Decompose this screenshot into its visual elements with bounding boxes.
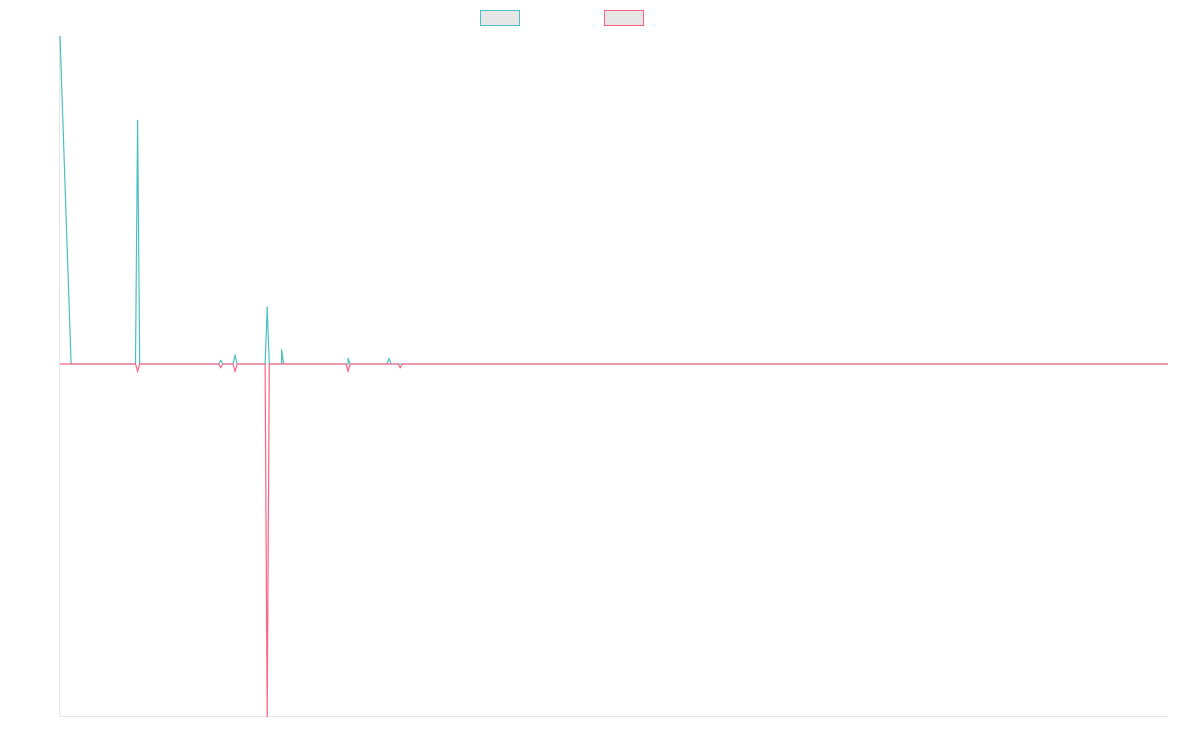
legend-swatch-series-2 [604, 9, 644, 26]
series-1-point-6[interactable] [347, 357, 349, 360]
legend-item-series-1[interactable] [480, 9, 520, 26]
legend [0, 9, 1200, 27]
series-1-point-2[interactable] [219, 359, 222, 362]
series-1-point-3[interactable] [234, 354, 236, 357]
series-1-point-4[interactable] [266, 306, 269, 309]
series-1-line [59, 35, 1168, 365]
series-layer [59, 35, 1168, 717]
series-2-point-3[interactable] [234, 370, 236, 372]
legend-item-series-2[interactable] [604, 9, 644, 26]
series-2-point-5[interactable] [347, 370, 349, 372]
series-2-point-4[interactable] [266, 715, 269, 717]
series-1-point-5[interactable] [280, 349, 283, 351]
series-2-line [60, 363, 1168, 717]
series-1-point-7[interactable] [388, 357, 390, 360]
series-2-point-1[interactable] [136, 370, 139, 372]
series-2-point-2[interactable] [219, 366, 222, 369]
series-1-point-1[interactable] [136, 119, 139, 122]
legend-swatch-series-1 [480, 9, 520, 26]
series-2-point-6[interactable] [399, 366, 402, 369]
